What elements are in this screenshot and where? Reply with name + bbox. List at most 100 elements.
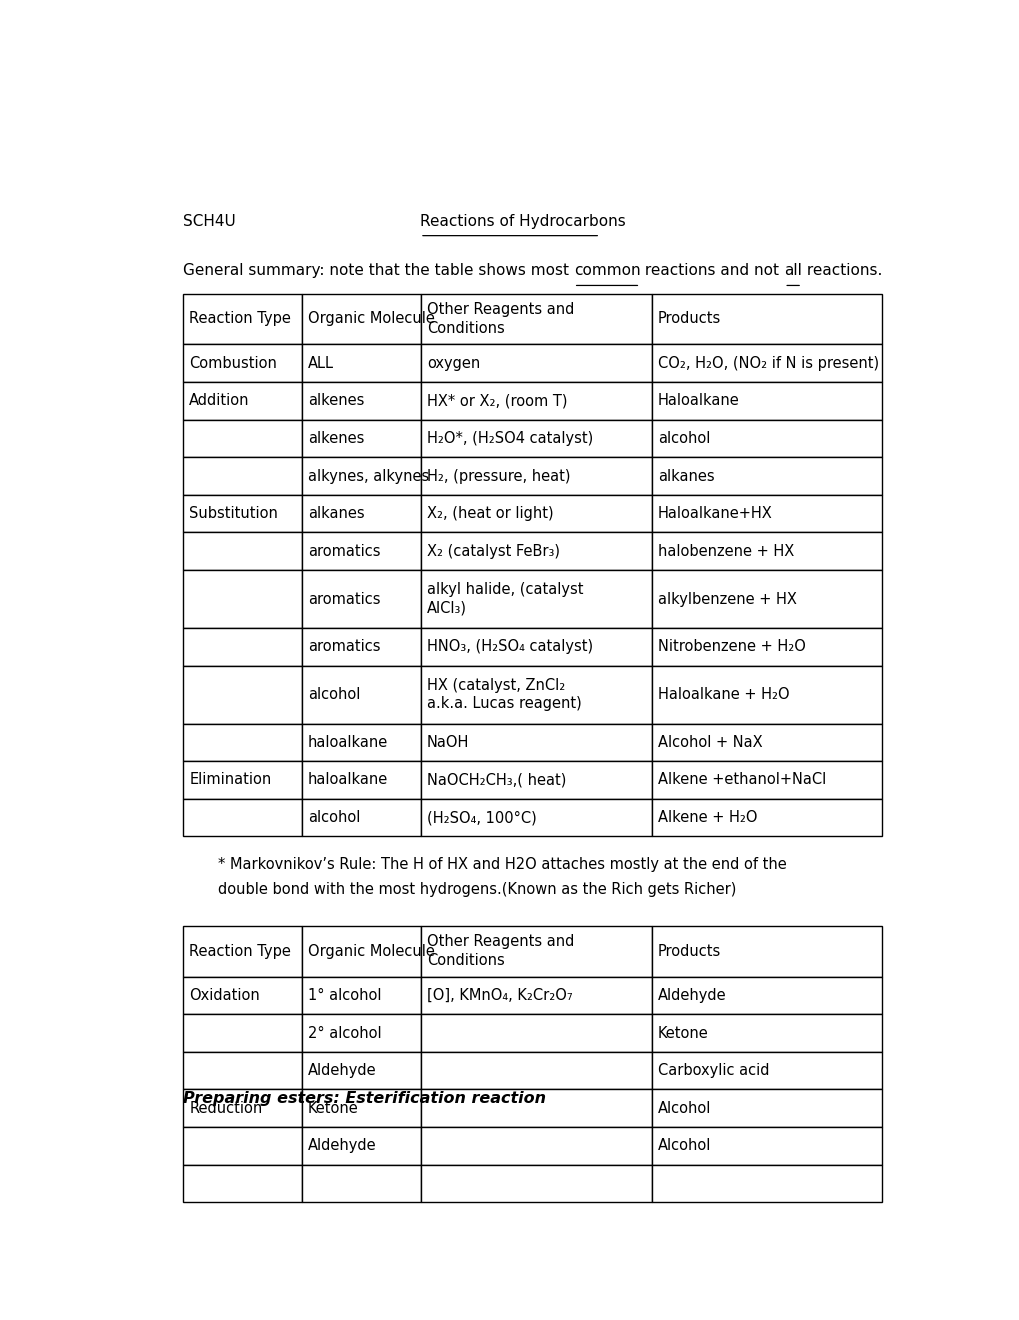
Bar — [651, 1089, 881, 1127]
Bar — [651, 762, 881, 799]
Bar — [182, 665, 302, 723]
Bar — [302, 799, 420, 837]
Text: common: common — [573, 263, 640, 279]
Text: alkanes: alkanes — [308, 506, 365, 521]
Bar — [302, 420, 420, 457]
Text: Organic Molecule: Organic Molecule — [308, 312, 434, 326]
Text: Oxidation: Oxidation — [189, 987, 260, 1003]
Text: Nitrobenzene + H₂O: Nitrobenzene + H₂O — [657, 639, 805, 655]
Bar — [420, 293, 651, 345]
Bar — [651, 532, 881, 570]
Text: haloalkane: haloalkane — [308, 735, 388, 750]
Bar — [420, 570, 651, 628]
Bar — [651, 799, 881, 837]
Text: Substitution: Substitution — [189, 506, 278, 521]
Text: General summary: note that the table shows most: General summary: note that the table sho… — [182, 263, 573, 279]
Bar — [651, 293, 881, 345]
Text: 2° alcohol: 2° alcohol — [308, 1026, 381, 1040]
Text: Other Reagents and
Conditions: Other Reagents and Conditions — [427, 935, 574, 968]
Text: alkyl halide, (catalyst
AlCl₃): alkyl halide, (catalyst AlCl₃) — [427, 582, 583, 616]
Text: Alkene +ethanol+NaCl: Alkene +ethanol+NaCl — [657, 772, 825, 788]
Bar — [302, 1127, 420, 1164]
Bar — [302, 1014, 420, 1052]
Text: Ketone: Ketone — [657, 1026, 708, 1040]
Text: alkenes: alkenes — [308, 393, 364, 408]
Bar — [420, 420, 651, 457]
Bar — [651, 723, 881, 762]
Bar — [302, 1164, 420, 1203]
Bar — [302, 345, 420, 381]
Text: Combustion: Combustion — [189, 355, 277, 371]
Bar — [182, 1089, 302, 1127]
Bar — [651, 1014, 881, 1052]
Text: * Markovnikov’s Rule: The H of HX and H2O attaches mostly at the end of the: * Markovnikov’s Rule: The H of HX and H2… — [218, 857, 787, 871]
Text: ALL: ALL — [308, 355, 334, 371]
Text: HX* or X₂, (room T): HX* or X₂, (room T) — [427, 393, 567, 408]
Bar — [420, 532, 651, 570]
Text: CO₂, H₂O, (NO₂ if N is present): CO₂, H₂O, (NO₂ if N is present) — [657, 355, 878, 371]
Bar — [182, 570, 302, 628]
Text: HNO₃, (H₂SO₄ catalyst): HNO₃, (H₂SO₄ catalyst) — [427, 639, 593, 655]
Text: alkynes, alkynes: alkynes, alkynes — [308, 469, 429, 483]
Text: Reactions of Hydrocarbons: Reactions of Hydrocarbons — [420, 214, 625, 230]
Bar — [651, 1164, 881, 1203]
Text: Aldehyde: Aldehyde — [308, 1138, 376, 1154]
Text: Elimination: Elimination — [189, 772, 271, 788]
Text: Preparing esters: Esterification reaction: Preparing esters: Esterification reactio… — [182, 1092, 545, 1106]
Bar — [302, 925, 420, 977]
Text: [O], KMnO₄, K₂Cr₂O₇: [O], KMnO₄, K₂Cr₂O₇ — [427, 987, 573, 1003]
Text: NaOCH₂CH₃,( heat): NaOCH₂CH₃,( heat) — [427, 772, 566, 788]
Text: (H₂SO₄, 100°C): (H₂SO₄, 100°C) — [427, 810, 536, 825]
Bar — [302, 628, 420, 665]
Text: Haloalkane + H₂O: Haloalkane + H₂O — [657, 686, 789, 702]
Text: alkanes: alkanes — [657, 469, 714, 483]
Bar — [420, 495, 651, 532]
Text: HX (catalyst, ZnCl₂
a.k.a. Lucas reagent): HX (catalyst, ZnCl₂ a.k.a. Lucas reagent… — [427, 677, 581, 711]
Bar — [420, 762, 651, 799]
Bar — [420, 1052, 651, 1089]
Bar — [420, 977, 651, 1014]
Bar — [420, 1014, 651, 1052]
Bar — [420, 799, 651, 837]
Text: alcohol: alcohol — [657, 430, 709, 446]
Bar — [302, 665, 420, 723]
Bar — [182, 420, 302, 457]
Bar — [651, 345, 881, 381]
Text: alkenes: alkenes — [308, 430, 364, 446]
Text: alcohol: alcohol — [308, 686, 360, 702]
Bar — [420, 345, 651, 381]
Text: NaOH: NaOH — [427, 735, 469, 750]
Bar — [651, 925, 881, 977]
Text: Reaction Type: Reaction Type — [189, 312, 290, 326]
Bar — [651, 457, 881, 495]
Bar — [420, 665, 651, 723]
Text: 1° alcohol: 1° alcohol — [308, 987, 381, 1003]
Bar — [302, 1052, 420, 1089]
Bar — [182, 495, 302, 532]
Bar — [420, 925, 651, 977]
Text: halobenzene + HX: halobenzene + HX — [657, 544, 794, 558]
Text: Other Reagents and
Conditions: Other Reagents and Conditions — [427, 302, 574, 335]
Text: Alkene + H₂O: Alkene + H₂O — [657, 810, 757, 825]
Bar — [182, 723, 302, 762]
Bar — [182, 628, 302, 665]
Bar — [182, 977, 302, 1014]
Text: Alcohol: Alcohol — [657, 1138, 710, 1154]
Text: X₂, (heat or light): X₂, (heat or light) — [427, 506, 553, 521]
Bar — [420, 457, 651, 495]
Bar — [651, 381, 881, 420]
Bar — [302, 381, 420, 420]
Bar — [182, 1164, 302, 1203]
Bar — [651, 665, 881, 723]
Bar — [651, 495, 881, 532]
Bar — [651, 1052, 881, 1089]
Text: aromatics: aromatics — [308, 544, 380, 558]
Text: reactions and not: reactions and not — [640, 263, 784, 279]
Text: Haloalkane: Haloalkane — [657, 393, 739, 408]
Text: alcohol: alcohol — [308, 810, 360, 825]
Bar — [651, 1127, 881, 1164]
Text: Organic Molecule: Organic Molecule — [308, 944, 434, 958]
Text: Ketone: Ketone — [308, 1101, 359, 1115]
Bar — [182, 293, 302, 345]
Bar — [182, 925, 302, 977]
